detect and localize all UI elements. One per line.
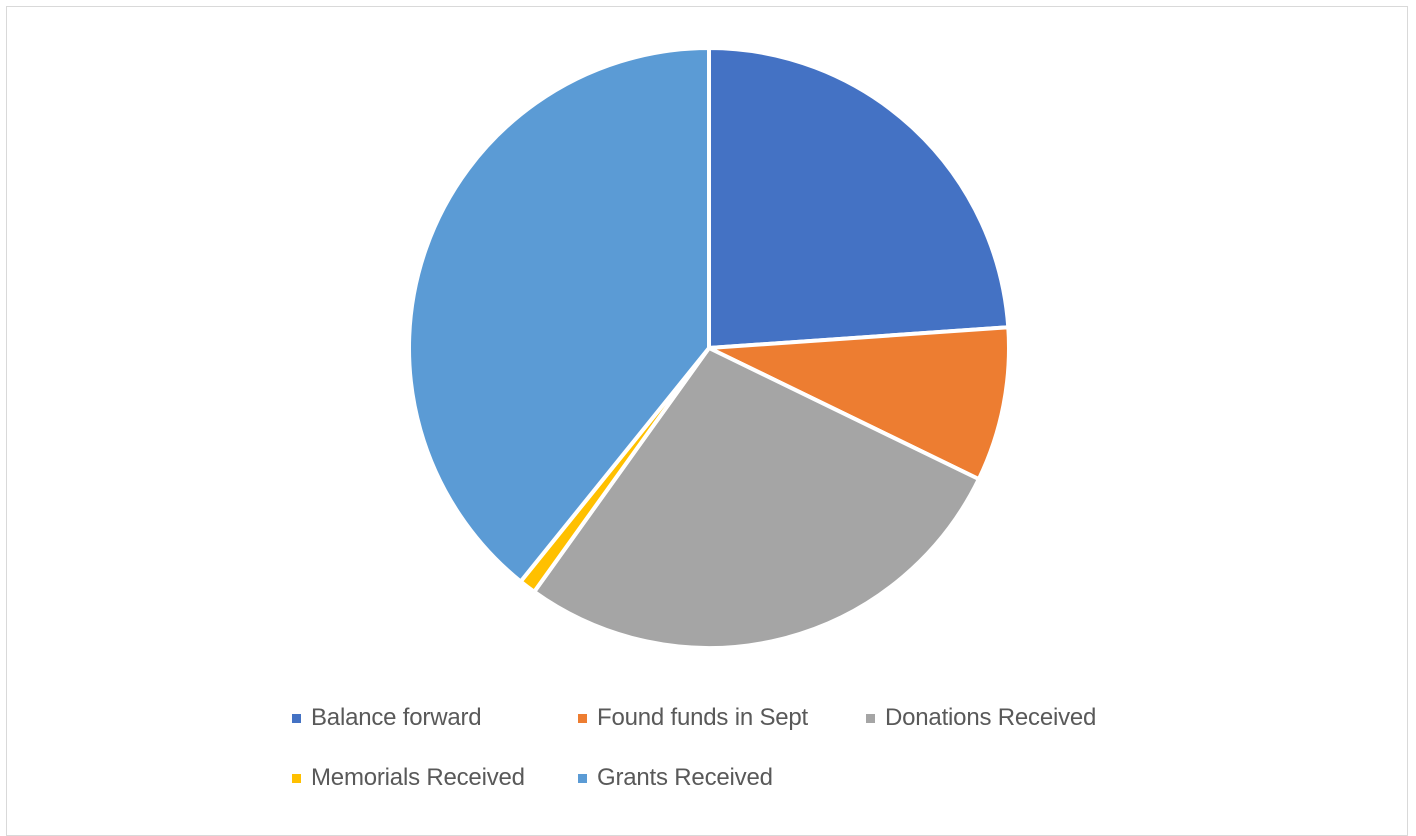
- legend-label: Found funds in Sept: [597, 704, 809, 731]
- legend-item-grants-received: Grants Received: [578, 764, 773, 792]
- legend-label: Grants Received: [597, 764, 773, 791]
- legend-label: Donations Received: [885, 704, 1097, 731]
- legend-item-donations-received: Donations Received: [866, 704, 1096, 732]
- legend-swatch: [866, 713, 875, 723]
- legend-item-balance-forward: Balance forward: [292, 704, 482, 732]
- legend-swatch: [292, 773, 301, 783]
- legend-swatch: [292, 713, 301, 723]
- legend-item-found-funds: Found funds in Sept: [578, 704, 808, 732]
- legend-label: Memorials Received: [311, 764, 525, 791]
- legend-swatch: [578, 713, 587, 723]
- pie-chart: [407, 46, 1011, 650]
- pie-slice-balance-forward: [707, 46, 1011, 350]
- legend-swatch: [578, 773, 587, 783]
- pie-slice-found-funds-in-sept: [707, 325, 1011, 482]
- pie-slice-donations-received: [532, 346, 981, 650]
- pie-slices: [407, 46, 1011, 650]
- pie-slice-grants-received: [407, 46, 711, 584]
- legend-item-memorials-received: Memorials Received: [292, 764, 525, 792]
- legend-label: Balance forward: [311, 704, 482, 731]
